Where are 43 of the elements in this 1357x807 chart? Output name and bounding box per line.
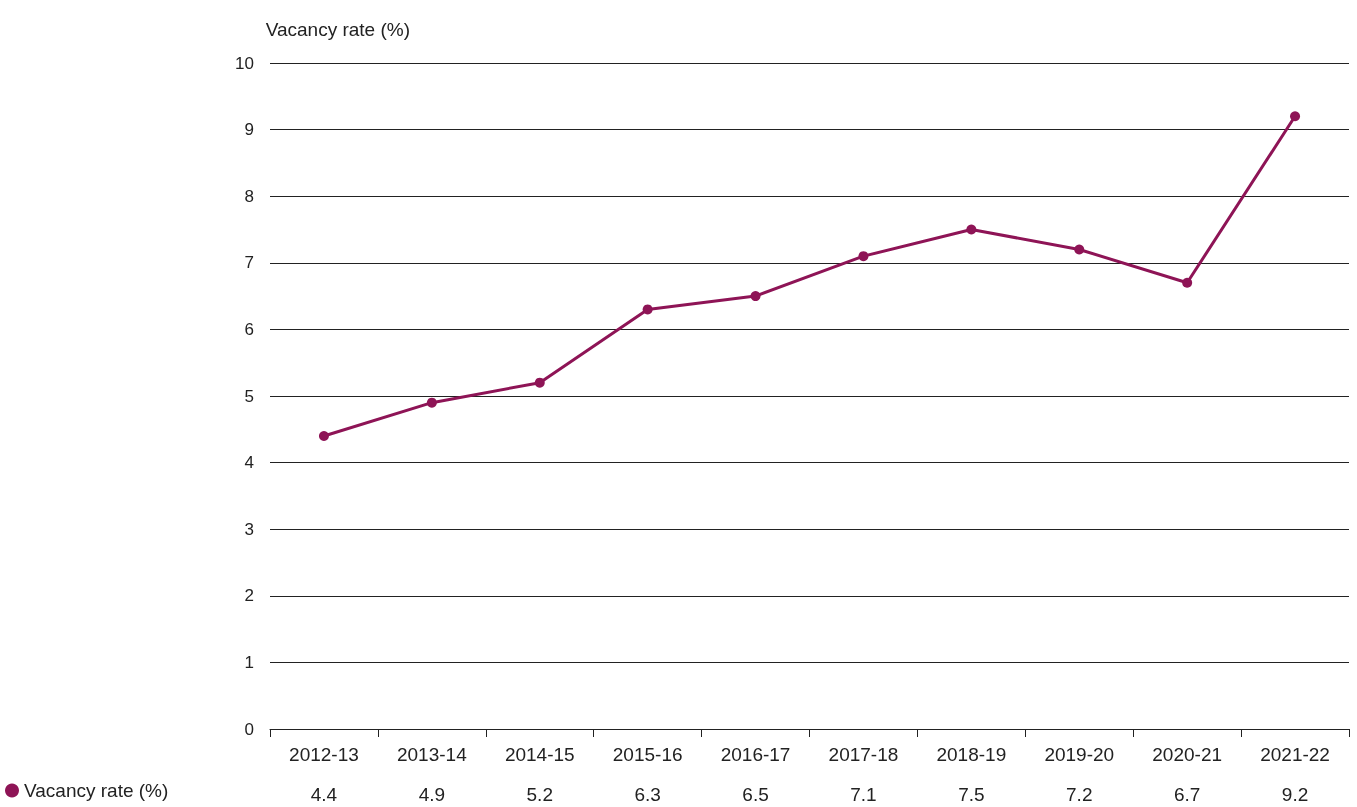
data-label: 6.5 <box>742 783 769 805</box>
x-tick-label: 2012-13 <box>289 744 359 765</box>
x-tick-label: 2016-17 <box>720 744 791 765</box>
data-label: 9.2 <box>1281 783 1309 805</box>
x-tick-label: 2014-15 <box>504 744 575 765</box>
data-label: 6.7 <box>1173 783 1201 805</box>
point <box>966 224 977 235</box>
data-label: 7.5 <box>958 783 985 805</box>
point <box>642 304 653 315</box>
y-axis-title: Vacancy rate (%) <box>265 19 410 40</box>
y-tick-label: 3 <box>244 519 254 539</box>
point <box>750 291 761 302</box>
y-tick-label: 4 <box>244 453 254 473</box>
x-tick-label: 2017-18 <box>828 744 899 765</box>
y-tick-label: 10 <box>235 53 254 73</box>
point <box>1074 244 1085 255</box>
y-tick-label: 0 <box>244 719 254 739</box>
data-label: 7.2 <box>1066 783 1093 805</box>
x-tick-label: 2019-20 <box>1044 744 1115 765</box>
y-tick-label: 9 <box>244 120 254 140</box>
x-tick-label: 2020-21 <box>1152 744 1223 765</box>
point <box>858 251 869 262</box>
point <box>318 430 329 441</box>
y-tick-label: 8 <box>244 186 254 206</box>
data-label: 6.3 <box>634 783 661 805</box>
y-tick-label: 1 <box>244 652 254 672</box>
legend-label: Vacancy rate (%) <box>24 780 169 801</box>
x-tick-label: 2013-14 <box>396 744 468 765</box>
data-label: 5.2 <box>526 783 553 805</box>
y-tick-label: 6 <box>244 319 254 339</box>
x-tick-label: 2021-22 <box>1260 744 1330 765</box>
point <box>1182 277 1193 288</box>
y-tick-label: 2 <box>244 586 254 606</box>
point <box>426 397 437 408</box>
y-tick-label: 7 <box>244 253 254 273</box>
point <box>1290 111 1301 122</box>
x-tick-label: 2018-19 <box>936 744 1007 765</box>
x-tick-label: 2015-16 <box>612 744 683 765</box>
point <box>534 377 545 388</box>
data-label: 7.1 <box>850 783 877 805</box>
data-label: 4.9 <box>418 783 446 805</box>
data-label: 4.4 <box>310 783 338 805</box>
y-tick-label: 5 <box>244 386 254 406</box>
